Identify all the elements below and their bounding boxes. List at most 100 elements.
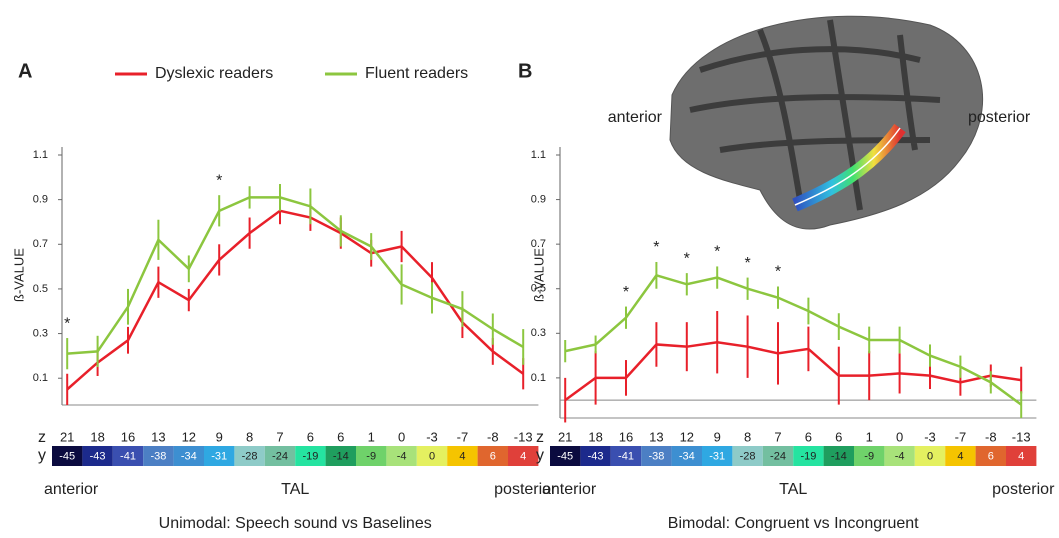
y-tick-label: 0.3 <box>33 327 48 339</box>
x-tick-label: 0 <box>927 450 933 462</box>
colorbar-cell <box>914 446 946 466</box>
colorbar-cell <box>52 446 83 466</box>
y-tick-label: 0.1 <box>531 372 546 384</box>
significance-marker: * <box>744 255 750 272</box>
x-tick-label: 4 <box>1018 450 1024 462</box>
series-line <box>67 196 524 355</box>
z-label: 9 <box>216 429 223 444</box>
x-axis-title: Bimodal: Congruent vs Incongruent <box>668 515 919 532</box>
x-tick-label: 0 <box>429 450 435 462</box>
z-label: -8 <box>985 429 997 444</box>
z-label: -13 <box>1012 429 1031 444</box>
series-line <box>66 209 524 391</box>
z-label: 6 <box>805 429 812 444</box>
z-label: 21 <box>558 429 572 444</box>
colorbar-cell <box>112 446 144 466</box>
z-label: 7 <box>276 429 283 444</box>
colorbar-cell <box>386 446 417 466</box>
colorbar-cell <box>945 446 976 466</box>
colorbar-cell <box>610 446 642 466</box>
z-label: 12 <box>182 429 196 444</box>
z-label: 8 <box>744 429 751 444</box>
x-tick-label: 4 <box>957 450 963 462</box>
colorbar-cell <box>1006 446 1037 466</box>
legend-label: Dyslexic readers <box>155 65 273 82</box>
colorbar-cell <box>416 446 448 466</box>
z-row-label: z <box>536 429 544 446</box>
x-tick-label: -38 <box>648 450 664 462</box>
z-label: -8 <box>487 429 499 444</box>
x-tick-label: -43 <box>90 450 106 462</box>
significance-marker: * <box>684 250 690 267</box>
z-label: 0 <box>896 429 903 444</box>
anterior-label: anterior <box>542 481 597 498</box>
image-label: posterior <box>968 109 1031 126</box>
x-tick-label: -19 <box>302 450 318 462</box>
panel-letter: B <box>518 60 532 82</box>
z-label: 18 <box>588 429 602 444</box>
y-row-label: y <box>38 447 46 464</box>
y-tick-label: 1.1 <box>531 149 546 161</box>
x-tick-label: -9 <box>366 450 376 462</box>
x-tick-label: -34 <box>181 450 197 462</box>
brain-image <box>669 15 983 230</box>
y-tick-label: 1.1 <box>33 149 48 161</box>
x-tick-label: -38 <box>150 450 166 462</box>
z-label: 12 <box>680 429 694 444</box>
x-tick-label: -4 <box>397 450 407 462</box>
z-label: 7 <box>774 429 781 444</box>
z-label: 8 <box>246 429 253 444</box>
x-tick-label: -45 <box>557 450 573 462</box>
colorbar-cell <box>823 446 854 466</box>
x-tick-label: -9 <box>864 450 874 462</box>
z-label: -3 <box>426 429 438 444</box>
x-tick-label: -45 <box>59 450 75 462</box>
colorbar-cell <box>447 446 478 466</box>
image-label: anterior <box>608 109 663 126</box>
x-tick-label: -31 <box>709 450 725 462</box>
x-tick-label: -24 <box>272 450 288 462</box>
legend-label: Fluent readers <box>365 65 468 82</box>
z-label: 16 <box>121 429 135 444</box>
y-tick-label: 0.5 <box>33 283 48 295</box>
colorbar-cell <box>641 446 672 466</box>
colorbar-cell <box>793 446 824 466</box>
posterior-label: posterior <box>494 481 557 498</box>
y-tick-label: 0.9 <box>33 194 48 206</box>
series-line <box>564 273 1022 406</box>
tal-label: TAL <box>779 481 807 498</box>
x-tick-label: 6 <box>988 450 994 462</box>
colorbar-cell <box>762 446 794 466</box>
panel-letter: A <box>18 60 32 82</box>
colorbar-cell <box>356 446 387 466</box>
z-label: -13 <box>514 429 533 444</box>
colorbar-cell <box>550 446 581 466</box>
y-axis-title: ß-VALUE <box>11 248 26 302</box>
series-line <box>564 340 1022 402</box>
y-row-label: y <box>536 447 544 464</box>
y-tick-label: 0.3 <box>531 327 546 339</box>
x-tick-label: -19 <box>800 450 816 462</box>
z-label: 21 <box>60 429 74 444</box>
colorbar-cell <box>204 446 235 466</box>
z-label: 6 <box>337 429 344 444</box>
x-tick-label: -41 <box>618 450 634 462</box>
significance-marker: * <box>775 264 781 281</box>
y-tick-label: 0.1 <box>33 372 48 384</box>
anterior-label: anterior <box>44 481 99 498</box>
z-label: 6 <box>835 429 842 444</box>
x-axis-title: Unimodal: Speech sound vs Baselines <box>159 515 432 532</box>
x-tick-label: -4 <box>895 450 905 462</box>
x-tick-label: -28 <box>242 450 258 462</box>
x-tick-label: 4 <box>459 450 465 462</box>
significance-marker: * <box>623 284 629 301</box>
y-tick-label: 0.7 <box>531 238 546 250</box>
y-tick-label: 0.7 <box>33 238 48 250</box>
z-label: 18 <box>90 429 104 444</box>
z-row-label: z <box>38 429 46 446</box>
posterior-label: posterior <box>992 481 1055 498</box>
tal-label: TAL <box>281 481 309 498</box>
colorbar-cell <box>884 446 915 466</box>
colorbar-cell <box>143 446 174 466</box>
colorbar-cell <box>508 446 539 466</box>
